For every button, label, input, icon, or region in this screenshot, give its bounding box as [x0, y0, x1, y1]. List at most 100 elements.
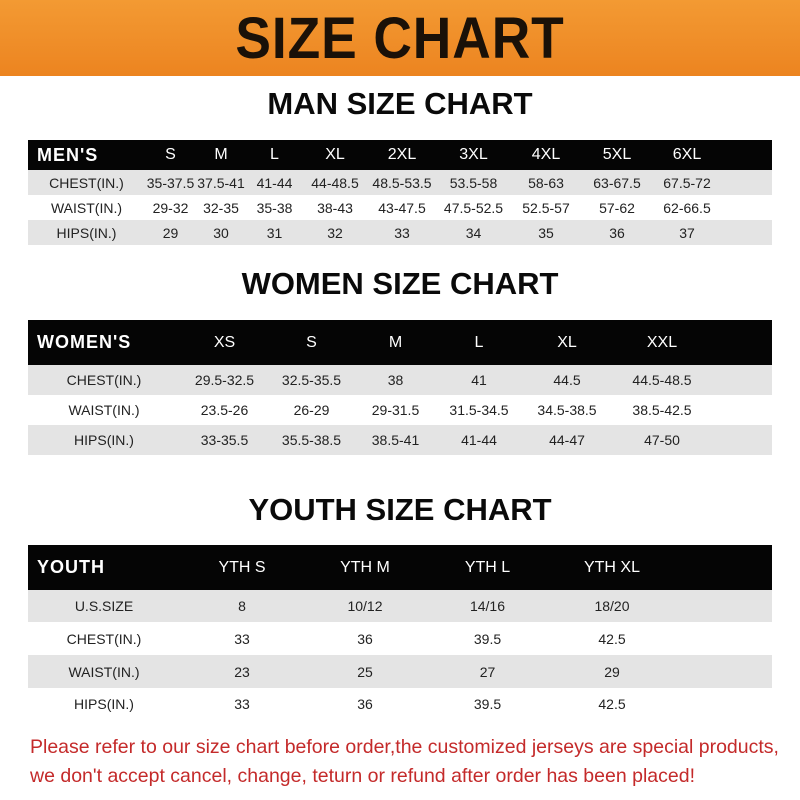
table-row: WAIST(IN.) 23 25 27 29 — [28, 655, 772, 688]
table-cell: 29 — [604, 663, 620, 680]
table-cell: 36 — [357, 630, 373, 647]
row-label: WAIST(IN.) — [50, 199, 123, 216]
size-header-cell: 3XL — [459, 146, 488, 163]
size-header-cell: 5XL — [602, 146, 632, 163]
table-cell: 41-44 — [461, 432, 497, 448]
table-cell: 41 — [471, 372, 487, 388]
size-header-cell: 2XL — [387, 146, 417, 163]
table-cell: 10/12 — [347, 598, 383, 614]
table-cell: 25 — [357, 663, 373, 680]
row-label: WAIST(IN.) — [68, 663, 140, 680]
table-cell: 63-67.5 — [593, 174, 641, 191]
table-cell: 23.5-26 — [200, 402, 249, 418]
table-cell: 57-62 — [599, 199, 635, 216]
table-cell: 33 — [234, 630, 250, 647]
size-header-cell: YTH XL — [583, 558, 640, 576]
table-cell: 31 — [266, 224, 283, 241]
table-row: CHEST(IN.) 35-37.5 37.5-41 41-44 44-48.5 48.5… — [28, 170, 772, 195]
table-cell: 32-35 — [203, 199, 239, 216]
table-cell: 42.5 — [598, 696, 626, 712]
table-cell: 33 — [394, 224, 410, 241]
table-cell: 44-47 — [549, 432, 585, 448]
size-header-cell: M — [214, 146, 228, 163]
women-section-title: WOMEN SIZE CHART — [241, 266, 559, 301]
table-title-cell: MEN'S — [37, 144, 99, 165]
table-cell: 34 — [465, 224, 482, 241]
size-header-cell: XXL — [646, 333, 678, 351]
table-cell: 29 — [162, 224, 179, 241]
table-cell: 38 — [387, 372, 404, 388]
size-header-cell: YTH M — [340, 558, 390, 576]
size-chart-banner: SIZE CHART — [0, 0, 800, 76]
table-row: HIPS(IN.) 33 36 39.5 42.5 — [28, 688, 772, 720]
table-cell: 32.5-35.5 — [281, 372, 342, 388]
table-cell: 39.5 — [473, 696, 502, 712]
notice-line-2: we don't accept cancel, change, teturn o… — [30, 765, 695, 787]
table-cell: 35-38 — [256, 199, 293, 216]
row-label: WAIST(IN.) — [68, 402, 140, 418]
table-cell: 41-44 — [256, 174, 293, 191]
table-cell: 38-43 — [317, 199, 353, 216]
table-cell: 58-63 — [528, 174, 564, 191]
size-header-cell: S — [306, 333, 317, 351]
table-cell: 8 — [238, 598, 246, 614]
table-cell: 14/16 — [469, 598, 506, 614]
table-row: U.S.SIZE 8 10/12 14/16 18/20 — [28, 590, 772, 622]
table-cell: 31.5-34.5 — [449, 402, 509, 418]
table-cell: 30 — [213, 224, 229, 241]
table-cell: 44.5 — [553, 372, 581, 388]
row-label: CHEST(IN.) — [49, 174, 124, 191]
table-cell: 38.5-41 — [371, 432, 420, 448]
table-cell: 26-29 — [293, 402, 330, 418]
table-row: WAIST(IN.) 29-32 32-35 35-38 38-43 43-47.5 47.… — [28, 195, 772, 220]
table-cell: 33-35.5 — [200, 432, 249, 448]
table-cell: 32 — [327, 224, 343, 241]
row-label: HIPS(IN.) — [56, 224, 117, 241]
table-row: HIPS(IN.) 29 30 31 32 33 34 35 36 37 — [28, 220, 772, 245]
table-cell: 34.5-38.5 — [537, 402, 597, 418]
size-header-cell: XS — [213, 333, 236, 351]
row-label: U.S.SIZE — [74, 598, 134, 614]
notice-line-1: Please refer to our size chart before or… — [30, 736, 779, 758]
table-cell: 47-50 — [644, 432, 680, 448]
table-row: CHEST(IN.) 33 36 39.5 42.5 — [28, 622, 772, 655]
table-cell: 37 — [679, 224, 695, 241]
table-cell: 36 — [357, 696, 373, 712]
table-header-row: MEN'S S M L XL 2XL 3XL 4XL 5XL 6XL — [28, 140, 772, 170]
size-header-cell: L — [270, 146, 279, 163]
table-row: CHEST(IN.) 29.5-32.5 32.5-35.5 38 41 44.5 44.5… — [28, 365, 772, 395]
order-notice: Please refer to our size chart before or… — [30, 733, 780, 791]
table-cell: 29-32 — [152, 199, 189, 216]
table-cell: 38.5-42.5 — [632, 402, 692, 418]
table-cell: 47.5-52.5 — [443, 199, 504, 216]
table-cell: 35 — [538, 224, 554, 241]
table-row: WAIST(IN.) 23.5-26 26-29 29-31.5 31.5-34.5 34… — [28, 395, 772, 425]
banner-title: SIZE CHART — [235, 5, 565, 71]
table-cell: 53.5-58 — [449, 174, 498, 191]
row-label: HIPS(IN.) — [74, 432, 134, 448]
table-cell: 29-31.5 — [371, 402, 420, 418]
table-cell: 27 — [479, 663, 496, 680]
table-row: HIPS(IN.) 33-35.5 35.5-38.5 38.5-41 41-44 44-… — [28, 425, 772, 455]
table-cell: 44.5-48.5 — [632, 372, 692, 388]
table-cell: 23 — [234, 663, 250, 680]
table-cell: 35.5-38.5 — [281, 432, 342, 448]
table-cell: 43-47.5 — [378, 199, 426, 216]
table-cell: 37.5-41 — [197, 174, 245, 191]
table-cell: 33 — [234, 696, 250, 712]
row-label: CHEST(IN.) — [66, 630, 142, 647]
table-cell: 29.5-32.5 — [194, 372, 255, 388]
men-section-title: MAN SIZE CHART — [267, 86, 533, 121]
size-header-cell: M — [388, 333, 403, 351]
table-title-cell: YOUTH — [37, 557, 105, 577]
women-size-table: WOMEN'S XS S M L XL XXL CHEST(IN.) 29.5-32.5 32.5… — [28, 320, 772, 455]
row-label: CHEST(IN.) — [66, 372, 142, 388]
size-header-cell: XL — [325, 146, 345, 163]
table-header-row: WOMEN'S XS S M L XL XXL — [28, 320, 772, 365]
size-header-cell: 4XL — [531, 146, 561, 163]
size-header-cell: XL — [557, 333, 577, 351]
table-cell: 35-37.5 — [146, 174, 195, 191]
table-cell: 42.5 — [598, 630, 626, 647]
table-title-cell: WOMEN'S — [37, 332, 132, 352]
size-header-cell: YTH S — [218, 558, 266, 576]
